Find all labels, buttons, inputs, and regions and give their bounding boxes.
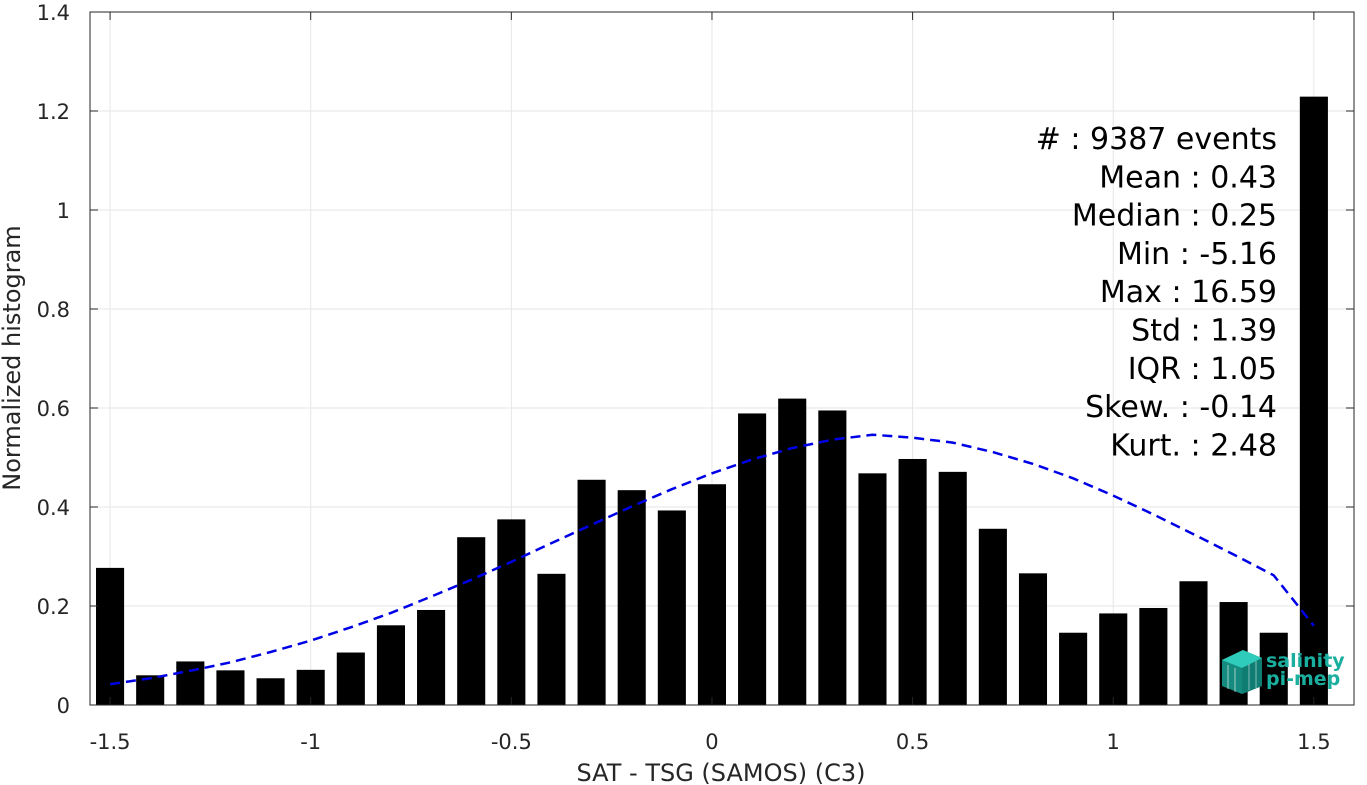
bar-23 xyxy=(1018,573,1048,705)
x-tick-label-2: -0.5 xyxy=(491,730,532,754)
logo-cube-icon xyxy=(1222,650,1262,694)
fit-curve xyxy=(109,433,1315,686)
bar-12 xyxy=(577,479,606,705)
bar-14 xyxy=(657,510,686,705)
bar-21 xyxy=(938,471,967,705)
stats-line-7: Skew. : -0.14 xyxy=(1085,390,1277,425)
x-tick-label-5: 1 xyxy=(1107,730,1120,754)
bar-30 xyxy=(1299,96,1328,705)
x-tick-label-1: -1 xyxy=(300,730,321,754)
bar-15 xyxy=(697,484,727,705)
x-axis-label: SAT - TSG (SAMOS) (C3) xyxy=(577,759,866,785)
grid-lines xyxy=(90,11,1354,706)
x-tick-label-4: 0.5 xyxy=(896,730,929,754)
bar-10 xyxy=(497,519,526,705)
bar-8 xyxy=(417,609,446,705)
logo-text-salinity: salinity xyxy=(1266,650,1345,672)
y-tick-label-5: 1 xyxy=(57,199,70,223)
stats-line-4: Max : 16.59 xyxy=(1100,275,1277,310)
bar-13 xyxy=(617,490,646,705)
y-tick-label-3: 0.6 xyxy=(37,397,70,421)
axis-ticks xyxy=(90,11,1354,706)
y-tick-label-4: 0.8 xyxy=(37,298,70,322)
bar-24 xyxy=(1059,632,1088,705)
y-tick-label-7: 1.4 xyxy=(37,1,70,25)
bar-19 xyxy=(858,473,887,705)
bar-2 xyxy=(176,661,205,705)
logo-text-pi-mep: pi-mep xyxy=(1266,668,1340,690)
bar-25 xyxy=(1099,613,1128,705)
bar-9 xyxy=(457,537,486,705)
x-tick-label-0: -1.5 xyxy=(90,730,131,754)
bar-22 xyxy=(978,528,1007,705)
bar-29 xyxy=(1259,632,1288,705)
bar-11 xyxy=(537,573,566,705)
y-tick-label-6: 1.2 xyxy=(37,100,70,124)
bar-0 xyxy=(96,567,125,705)
y-tick-label-0: 0 xyxy=(57,694,70,718)
bar-3 xyxy=(216,670,245,705)
axis-tick-labels: -1.5 -1 -0.5 0 0.5 1 1.5 0 0.2 0.4 0.6 0.8 1 1.2 1.4 xyxy=(37,1,1331,754)
bar-20 xyxy=(898,458,927,705)
stats-line-1: Mean : 0.43 xyxy=(1099,160,1277,195)
stats-line-8: Kurt. : 2.48 xyxy=(1110,428,1277,463)
bar-6 xyxy=(336,652,365,705)
bar-27 xyxy=(1179,581,1208,705)
bar-26 xyxy=(1139,607,1168,705)
bar-18 xyxy=(818,410,847,705)
bar-4 xyxy=(256,678,285,705)
stats-line-2: Median : 0.25 xyxy=(1072,199,1277,234)
stats-line-6: IQR : 1.05 xyxy=(1128,352,1277,387)
x-tick-label-6: 1.5 xyxy=(1297,730,1330,754)
y-tick-label-1: 0.2 xyxy=(37,595,70,619)
stats-line-5: Std : 1.39 xyxy=(1131,314,1277,349)
stats-line-3: Min : -5.16 xyxy=(1117,237,1277,272)
bar-1 xyxy=(136,675,165,705)
bar-17 xyxy=(778,398,807,705)
stats-line-0: # : 9387 events xyxy=(1036,122,1277,157)
salinity-pi-mep-logo: salinity pi-mep xyxy=(1222,650,1345,694)
plot-frame xyxy=(89,11,1355,706)
x-tick-label-3: 0 xyxy=(705,730,718,754)
bar-7 xyxy=(376,625,405,705)
y-axis-label: Normalized histogram xyxy=(0,225,26,490)
y-tick-label-2: 0.4 xyxy=(37,496,70,520)
histogram-bars xyxy=(96,96,1328,705)
